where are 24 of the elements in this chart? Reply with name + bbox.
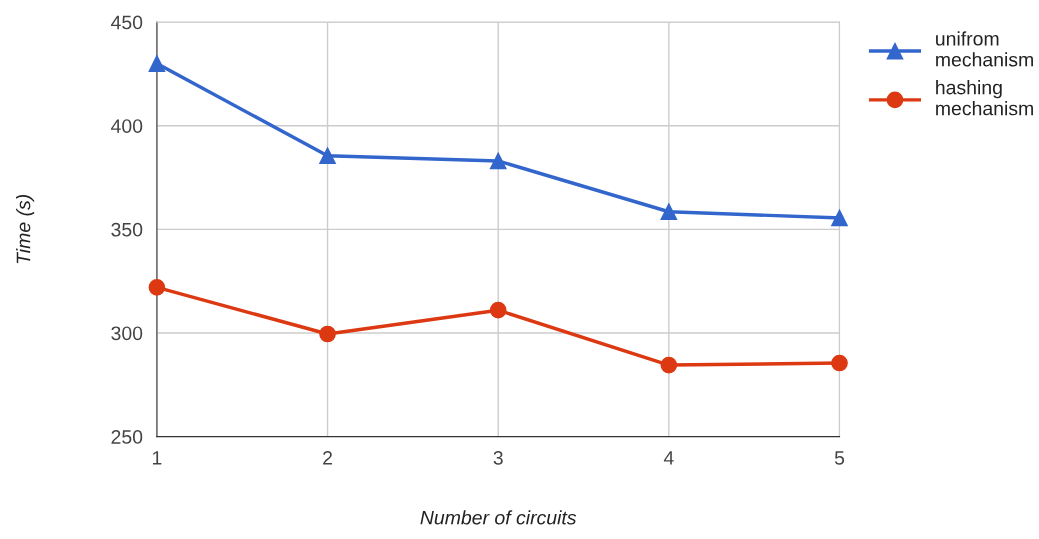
y-tick-label: 300	[111, 326, 143, 341]
x-tick-label: 5	[834, 451, 845, 465]
y-tick-label: 400	[111, 119, 143, 133]
point	[148, 55, 166, 72]
point	[831, 209, 848, 227]
x-tick-label: 4	[663, 451, 674, 465]
point	[660, 203, 678, 221]
point	[319, 147, 336, 165]
point	[319, 325, 336, 343]
y-tick-label: 450	[111, 15, 143, 30]
point	[660, 356, 678, 374]
legend-label: unifrom mechanism	[936, 31, 1033, 67]
x-axis-title: Number of circuits	[420, 510, 577, 525]
point	[489, 301, 507, 319]
point	[148, 279, 166, 296]
x-tick-label: 3	[493, 450, 503, 465]
y-tick-label: 350	[111, 222, 143, 237]
point	[489, 152, 507, 170]
point	[831, 354, 848, 372]
x-tick-label: 2	[323, 450, 332, 465]
x-tick-label: 1	[152, 451, 162, 465]
y-tick-label: 250	[111, 430, 143, 444]
y-axis-title: Time (s)	[16, 194, 35, 264]
legend-label: hashing mechanism	[936, 80, 1033, 116]
